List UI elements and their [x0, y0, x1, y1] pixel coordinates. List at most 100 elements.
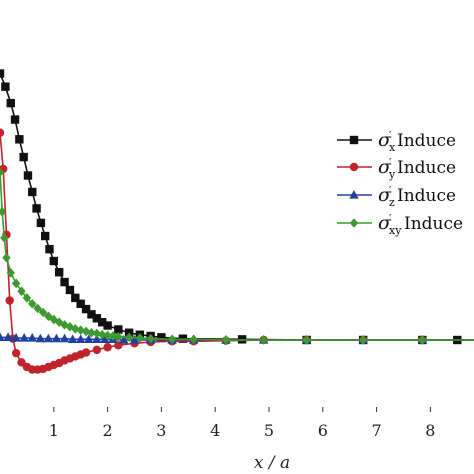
series-z-point — [129, 335, 140, 344]
series-xy-point — [6, 268, 15, 278]
series-xy-point — [135, 333, 145, 343]
series-xy-point — [189, 334, 198, 345]
series-y-point — [81, 348, 91, 357]
series-x-point — [40, 231, 50, 241]
series-x-point — [103, 321, 112, 330]
legend-y-label: Induce — [397, 158, 456, 178]
series-xy-point — [44, 311, 53, 322]
legend-z-subscript: z — [389, 196, 395, 209]
x-axis-title: x / a — [254, 453, 290, 473]
series-x-point — [1, 82, 10, 91]
x-tick-label: 2 — [103, 421, 113, 440]
series-xy-point — [108, 331, 118, 341]
series-xy-point — [259, 335, 268, 345]
series-xy-point — [71, 324, 80, 334]
series-z-point — [27, 333, 37, 342]
series-xy-point — [38, 307, 48, 318]
series-xy-point — [358, 335, 368, 345]
legend-y-marker — [349, 162, 359, 172]
series-xy-point — [221, 335, 231, 345]
series-x-point — [81, 304, 91, 314]
series-xy-point — [124, 332, 134, 343]
legend-z-label: Induce — [397, 186, 456, 206]
series-xy-point — [33, 303, 42, 314]
series-x-point — [10, 115, 20, 124]
legend-z-marker — [349, 190, 359, 199]
series-xy-point — [87, 327, 96, 338]
series-xy-point — [0, 206, 7, 217]
series-z-point — [51, 333, 62, 343]
legend-x-prime: ′ — [389, 129, 392, 142]
legend-xy-marker — [349, 218, 359, 228]
legend-x-marker — [349, 135, 359, 145]
legend-y-subscript: y — [388, 168, 396, 181]
series-xy-point — [167, 334, 177, 345]
series-xy-point — [76, 325, 85, 335]
series-xy-point — [98, 329, 107, 340]
series-z-point — [19, 333, 29, 342]
series-y-point — [5, 296, 14, 305]
series-z-point — [3, 332, 13, 341]
series-x-point — [6, 98, 15, 108]
series-x-point — [45, 244, 54, 254]
series-z-point — [119, 335, 129, 344]
x-tick-label: 3 — [156, 421, 166, 440]
series-xy-point — [49, 314, 58, 325]
series-x-point — [0, 69, 5, 78]
series-y-point — [0, 128, 5, 137]
legend-xy-subscript: xy — [389, 224, 402, 237]
series-xy-point — [17, 286, 26, 297]
series-x-point — [65, 285, 75, 295]
legend-xy-symbol: σ — [378, 212, 392, 234]
legend-y-symbol: σ — [378, 156, 392, 178]
legend-z-symbol: σ — [378, 184, 392, 206]
x-tick-label: 1 — [49, 421, 59, 440]
x-tick-label: 8 — [425, 421, 435, 440]
series-y-point — [92, 345, 102, 355]
series-z-point — [92, 334, 102, 343]
series-y-point — [11, 348, 21, 358]
series-z-point — [76, 334, 86, 343]
series-z-point — [43, 333, 54, 343]
legend-x-label: Induce — [397, 131, 456, 151]
legend-xy-prime: ′ — [389, 212, 392, 225]
series-y-point — [103, 343, 112, 352]
series-xy-point — [11, 278, 21, 289]
legend-x-symbol: σ — [378, 129, 392, 151]
series-x-point — [19, 152, 28, 162]
series-x-point — [49, 256, 58, 266]
series-xy-point — [0, 233, 9, 243]
x-axis-tick-labels: 1 2 3 4 5 6 7 8 — [49, 407, 435, 440]
series-x-point — [23, 171, 33, 180]
x-tick-label: 6 — [318, 421, 328, 440]
series-x-point — [32, 204, 41, 213]
x-tick-label: 7 — [372, 421, 382, 440]
series-xy-point — [302, 335, 311, 345]
series-z-point — [100, 334, 110, 343]
series-x-point — [71, 293, 80, 303]
series-x-point — [92, 314, 102, 323]
series-x-line — [0, 73, 474, 341]
series-z-point — [67, 334, 78, 343]
series-x-point — [76, 299, 85, 309]
series-xy-point — [0, 167, 5, 178]
series-x-point — [15, 135, 24, 144]
series-z-point — [35, 333, 46, 343]
series-xy-point — [146, 333, 155, 344]
series-xy-point — [418, 335, 427, 345]
series-xy-point — [114, 331, 123, 342]
series-xy-point — [92, 328, 102, 339]
legend-y-prime: ′ — [389, 156, 392, 169]
legend-xy-label: Induce — [404, 214, 463, 234]
plot-area — [0, 69, 474, 374]
series-xy-point — [81, 326, 91, 337]
legend-z-prime: ′ — [389, 184, 392, 197]
x-tick-label: 5 — [264, 421, 274, 440]
series-x-point — [98, 318, 107, 327]
series-x-point — [60, 277, 69, 287]
series-x-point — [54, 268, 64, 277]
legend-x-subscript: x — [389, 141, 396, 154]
series-x-point — [114, 325, 123, 334]
